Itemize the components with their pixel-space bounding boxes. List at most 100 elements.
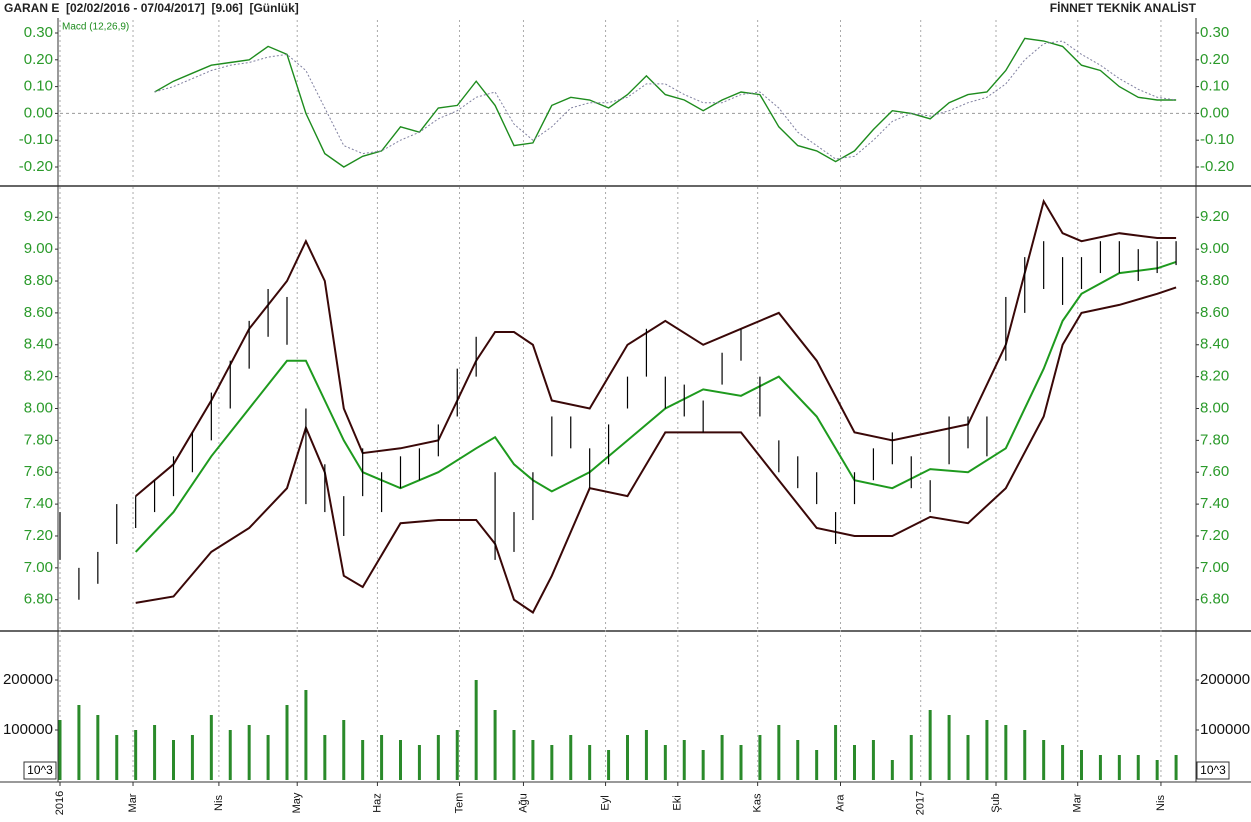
volume-bar [455,730,459,780]
x-tick-label: Mar [127,793,139,812]
volume-bar [474,680,478,780]
volume-bar [928,710,932,780]
y-tick-label: 8.40 [1200,336,1229,353]
y-tick-label: 7.80 [24,431,53,448]
volume-bar [417,745,421,780]
y-tick-label: 7.20 [1200,527,1229,544]
y-tick-label: -0.10 [19,131,53,148]
y-tick-label: 0.00 [24,104,53,121]
unit-box [23,761,57,780]
volume-bar [323,735,327,780]
macd-line [154,37,1177,168]
volume-bar [607,750,611,780]
y-tick-label: 8.40 [24,336,53,353]
volume-bar [153,725,157,780]
brand: FİNNET TEKNİK ANALİST [1050,0,1197,15]
volume-bar [399,740,402,780]
volume-bar [909,735,913,780]
y-tick-label: 0.30 [24,24,53,41]
unit-box [1196,761,1230,780]
volume-bar [985,720,989,780]
volume-bar [342,720,346,780]
volume-bar [58,720,62,780]
volume-bar [1023,730,1027,780]
volume-bar [1155,760,1159,780]
x-tick-label: Haz [371,793,383,813]
volume-bar [96,715,100,780]
volume-bar [115,735,119,780]
volume-bar [588,745,592,780]
volume-bar [1136,755,1140,780]
y-tick-label: 7.00 [24,559,53,576]
volume-bar [436,735,440,780]
volume-bar [663,745,667,780]
y-tick-label: 0.10 [1200,78,1229,95]
y-tick-label: 9.20 [24,208,53,225]
y-tick-label: 100000 [3,721,53,738]
volume-bar [569,735,573,780]
y-tick-label: 0.20 [24,51,53,68]
volume-bar [190,735,194,780]
volume-bar [796,740,800,780]
band-line [135,286,1177,614]
volume-bar [815,750,819,780]
y-tick-label: 0.10 [24,78,53,95]
volume-bar [228,730,232,780]
volume-bar [853,745,856,780]
volume-bar [871,740,875,780]
y-tick-label: 200000 [1200,671,1250,688]
volume-bar [380,735,384,780]
volume-bar [285,705,289,780]
volume-bar [1080,750,1083,780]
volume-bar [512,730,516,780]
x-tick-label: Nis [213,795,225,811]
x-tick-label: Şub [990,793,1002,813]
y-tick-label: 8.80 [1200,272,1229,289]
y-tick-label: 0.20 [1200,51,1229,68]
x-tick-label: 2016 [54,791,66,815]
volume-bar [890,760,894,780]
y-tick-label: 6.80 [1200,591,1229,608]
volume-bar [493,710,497,780]
volume-bar [1061,745,1065,780]
unit-label: 10^3 [1200,763,1226,777]
x-tick-label: Ara [834,794,846,812]
y-tick-label: 7.60 [24,463,53,480]
y-tick-label: 9.00 [24,240,53,257]
volume-bar [644,730,648,780]
x-tick-label: 2017 [915,791,927,815]
y-tick-label: 0.30 [1200,24,1229,41]
volume-bar [701,750,705,780]
y-tick-label: 7.80 [1200,431,1229,448]
volume-bar [1004,725,1008,780]
y-tick-label: -0.10 [1200,131,1234,148]
y-tick-label: 7.40 [1200,495,1229,512]
volume-bar [304,690,308,780]
volume-bar [1117,755,1121,780]
y-tick-label: 9.00 [1200,240,1229,257]
macd-line [154,40,1177,160]
volume-bar [247,725,251,780]
volume-bar [77,705,81,780]
y-tick-label: 7.00 [1200,559,1229,576]
y-tick-label: 0.00 [1200,104,1229,121]
volume-bar [966,735,970,780]
y-tick-label: 9.20 [1200,208,1229,225]
volume-bar [720,735,724,780]
volume-bar [626,735,629,780]
x-tick-label: Ağu [517,793,529,813]
volume-bar [531,740,535,780]
volume-bar [682,740,686,780]
x-tick-label: Mar [1072,793,1084,812]
y-tick-label: 8.80 [24,272,53,289]
x-tick-label: Tem [453,793,465,814]
chart-title: GARAN E [02/02/2016 - 07/04/2017] [9.06]… [4,1,299,15]
volume-bar [777,725,781,780]
y-tick-label: 8.60 [1200,304,1229,321]
y-tick-label: 8.20 [24,368,53,385]
volume-bar [209,715,213,780]
x-tick-label: Eyl [599,795,611,810]
y-tick-label: 8.20 [1200,368,1229,385]
x-tick-label: Kas [752,793,764,812]
